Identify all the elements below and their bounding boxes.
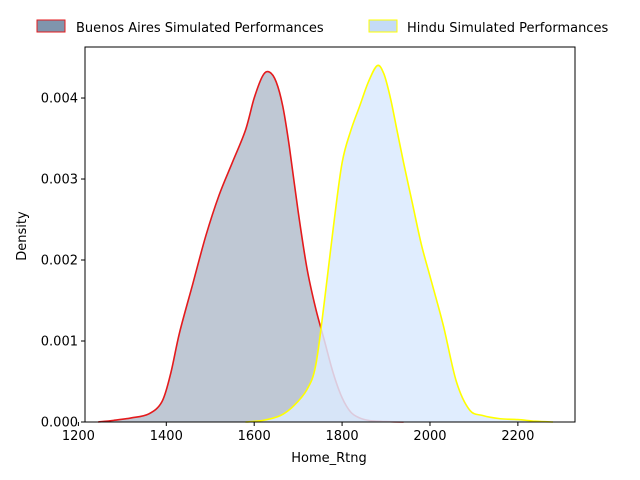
x-axis-title: Home_Rtng: [291, 451, 367, 466]
legend-label-hindu: Hindu Simulated Performances: [407, 21, 608, 36]
y-tick-label: 0.000: [41, 416, 78, 431]
x-tick-label: 1800: [326, 429, 359, 444]
y-tick-label: 0.002: [41, 254, 78, 269]
y-axis-title: Density: [15, 211, 30, 261]
legend-swatch-hindu: [368, 19, 398, 33]
density-area-buenos-aires: [98, 71, 404, 422]
x-tick-label: 1600: [238, 429, 271, 444]
x-tick-label: 1400: [150, 429, 183, 444]
y-axis: 0.000 0.001 0.002 0.003 0.004: [41, 92, 85, 431]
x-tick-label: 2000: [413, 429, 446, 444]
y-tick-label: 0.001: [41, 335, 78, 350]
x-axis: 1200 1400 1600 1800 2000 2200: [62, 422, 534, 444]
y-tick-label: 0.003: [41, 173, 78, 188]
y-tick-label: 0.004: [41, 92, 78, 107]
density-area-hindu: [245, 65, 554, 422]
density-line-hindu: [245, 64, 554, 423]
legend: Buenos Aires Simulated Performances Hind…: [36, 19, 608, 36]
axes-frame: [84, 46, 576, 423]
x-tick-label: 1200: [62, 429, 95, 444]
legend-swatch-buenos-aires: [36, 19, 66, 33]
x-tick-label: 2200: [501, 429, 534, 444]
plot-area: [98, 64, 554, 423]
legend-label-buenos-aires: Buenos Aires Simulated Performances: [76, 21, 324, 36]
